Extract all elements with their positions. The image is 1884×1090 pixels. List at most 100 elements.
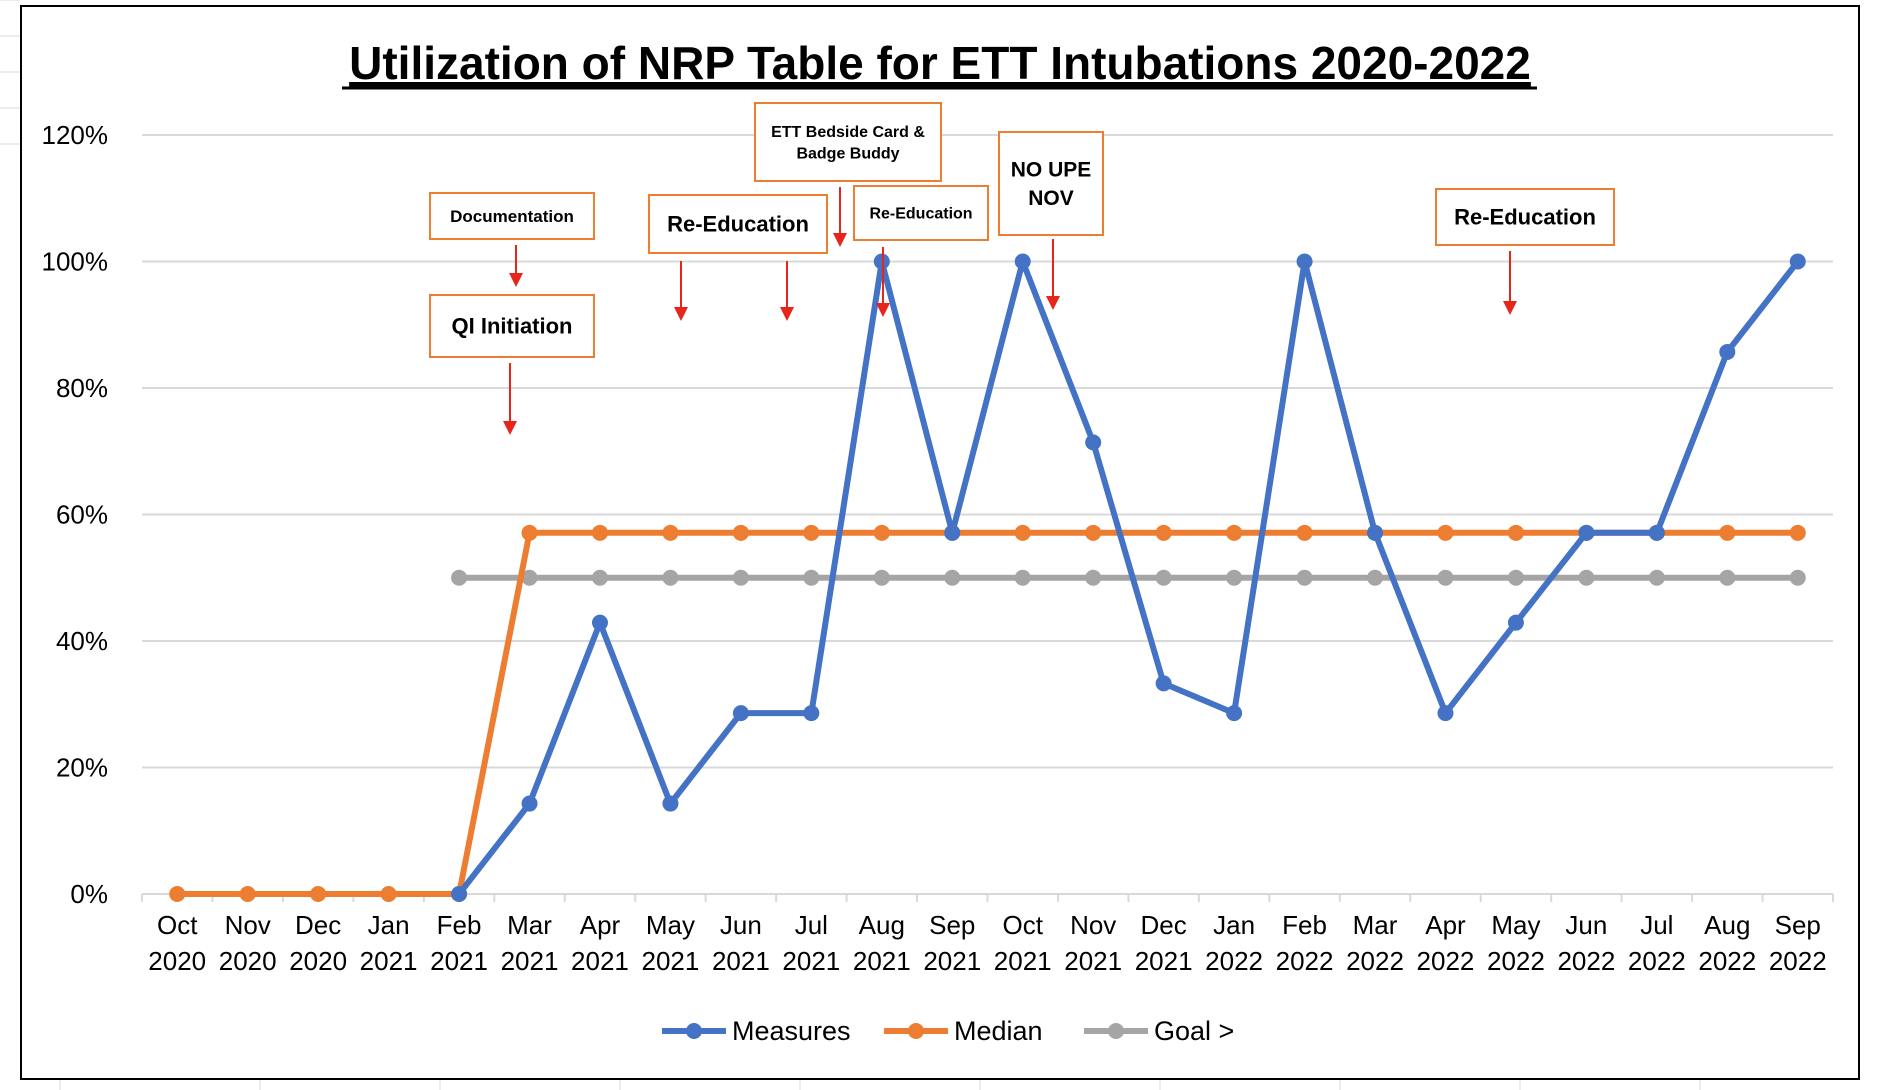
legend-item: Goal >: [1084, 1016, 1234, 1046]
median-point: [1507, 524, 1524, 541]
measures-point: [1719, 343, 1736, 360]
annotation-callout: Re-Education: [648, 194, 828, 321]
goal-point: [1296, 569, 1313, 586]
goal-point: [1226, 569, 1243, 586]
annotation-text: NO UPE: [1011, 159, 1092, 182]
median-point: [380, 886, 397, 902]
data-series: [169, 253, 1806, 902]
y-tick-label: 0%: [70, 879, 108, 909]
median-point: [169, 886, 186, 902]
goal-point: [944, 569, 961, 586]
annotation-box: [754, 102, 942, 182]
goal-point: [1719, 569, 1736, 586]
gridlines: [142, 134, 1833, 769]
x-tick-label: Aug 2021: [853, 910, 911, 976]
y-tick-label: 40%: [56, 626, 108, 656]
annotation-arrowhead: [674, 307, 688, 321]
x-tick-label: Mar 2022: [1346, 910, 1404, 976]
x-tick-label: Jan 2022: [1205, 910, 1263, 976]
median-point: [873, 524, 890, 541]
x-tick-label: Sep 2021: [923, 910, 981, 976]
goal-point: [451, 569, 468, 586]
x-tick-label: Jun 2022: [1557, 910, 1615, 976]
median-point: [1085, 524, 1102, 541]
annotation-text: Documentation: [450, 207, 574, 226]
legend-item: Measures: [662, 1016, 851, 1046]
median-point: [1296, 524, 1313, 541]
legend-swatch-marker: [908, 1023, 924, 1039]
median-point: [1719, 524, 1736, 541]
measures-point: [1155, 675, 1172, 692]
goal-point: [1014, 569, 1031, 586]
legend-swatch-marker: [1108, 1023, 1124, 1039]
measures-point: [1648, 524, 1665, 541]
measures-point: [1437, 705, 1454, 722]
x-tick-label: Oct 2021: [994, 910, 1052, 976]
annotation-arrowhead: [1046, 296, 1060, 310]
legend-label: Measures: [732, 1016, 851, 1046]
chart-frame: Utilization of NRP Table for ETT Intubat…: [20, 5, 1860, 1080]
annotation-box: [853, 185, 989, 241]
legend-swatch-marker: [686, 1023, 702, 1039]
annotation-arrowhead: [503, 421, 517, 435]
y-tick-labels: 0% 20% 40% 60% 80% 100% 120%: [42, 120, 109, 909]
legend-label: Goal >: [1154, 1016, 1234, 1046]
annotation-text: Badge Buddy: [796, 145, 899, 162]
goal-point: [591, 569, 608, 586]
annotation-callout: Documentation: [429, 192, 595, 287]
goal-point: [873, 569, 890, 586]
legend: Measures Median Goal >: [662, 1016, 1234, 1046]
y-tick-label: 60%: [56, 500, 108, 530]
measures-point: [944, 524, 961, 541]
annotation-text: ETT Bedside Card &: [771, 124, 925, 141]
measures-point: [1014, 253, 1031, 270]
measures-point: [1507, 614, 1524, 631]
measures-point: [1578, 524, 1595, 541]
goal-point: [521, 569, 538, 586]
x-tick-label: Apr 2022: [1417, 910, 1475, 976]
annotation-box: [429, 294, 595, 358]
x-tick-label: Feb 2021: [430, 910, 488, 976]
measures-point: [1367, 524, 1384, 541]
median-point: [803, 524, 820, 541]
annotation-box: [429, 192, 595, 240]
measures-line: [456, 258, 1801, 896]
x-tick-label: Jul 2021: [782, 910, 840, 976]
x-tick-label: Feb 2022: [1276, 910, 1334, 976]
x-tick-label: Jan 2021: [360, 910, 418, 976]
x-tick-label: May 2021: [642, 910, 700, 976]
x-tick-label: May 2022: [1487, 910, 1545, 976]
median-point: [1437, 524, 1454, 541]
x-tick-label: Mar 2021: [501, 910, 559, 976]
annotation-arrowhead: [509, 273, 523, 287]
annotation-arrowhead: [1503, 301, 1517, 315]
median-point: [239, 886, 256, 902]
y-tick-label: 100%: [42, 247, 109, 277]
annotation-callout: NO UPE NOV: [998, 131, 1104, 310]
annotation-callout: Re-Education: [853, 185, 989, 317]
goal-point: [1507, 569, 1524, 586]
annotation-box: [998, 131, 1104, 236]
x-tick-label: Dec 2020: [289, 910, 347, 976]
chart-svg: Utilization of NRP Table for ETT Intubat…: [42, 37, 1834, 1046]
annotation-text: NOV: [1028, 187, 1074, 210]
x-tick-label: Nov 2020: [219, 910, 277, 976]
measures-point: [591, 614, 608, 631]
measures-point: [1789, 253, 1806, 270]
measures-point: [662, 795, 679, 812]
measures-point: [521, 795, 538, 812]
y-tick-label: 120%: [42, 120, 109, 150]
goal-point: [1367, 569, 1384, 586]
median-line: [177, 529, 1798, 897]
chart-title: Utilization of NRP Table for ETT Intubat…: [349, 37, 1531, 89]
annotation-arrowhead: [780, 307, 794, 321]
median-point: [662, 524, 679, 541]
goal-point: [662, 569, 679, 586]
median-point: [1155, 524, 1172, 541]
annotation-text: QI Initiation: [452, 314, 573, 339]
annotation-callout: Re-Education: [1435, 188, 1615, 315]
legend-label: Median: [954, 1016, 1043, 1046]
x-tick-label: Jul 2022: [1628, 910, 1686, 976]
